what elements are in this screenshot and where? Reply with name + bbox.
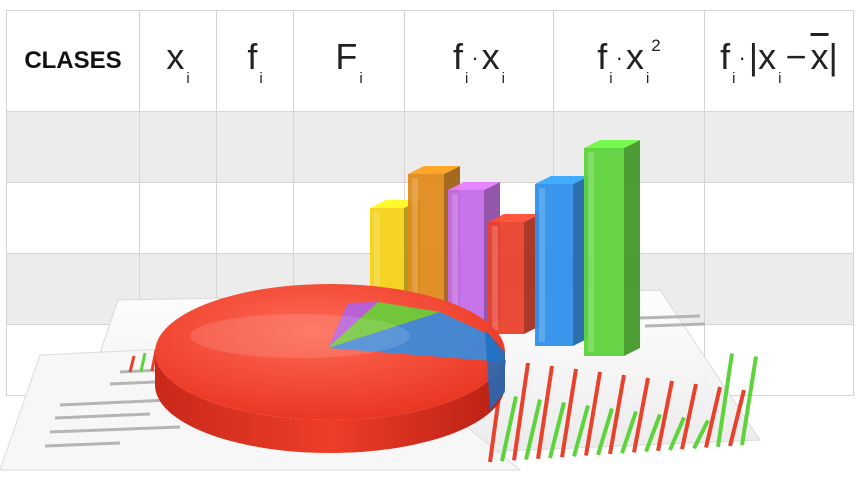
- header-fiabs-sub2: i: [778, 69, 782, 87]
- bar-chart-3d: [370, 140, 640, 356]
- bar-red-front: [488, 222, 524, 334]
- table-cell: [293, 111, 405, 183]
- pie-highlight: [190, 314, 410, 358]
- bar-green-side: [624, 140, 640, 356]
- header-fixi-dot: ·: [471, 44, 479, 70]
- table-cell: [404, 111, 554, 183]
- table-cell: [216, 111, 294, 183]
- header-fixi2-f: f: [597, 35, 608, 77]
- pie-slice-blue: [328, 312, 505, 362]
- pie-chart-3d: [155, 284, 505, 453]
- header-fixi2-x: x: [625, 35, 644, 77]
- paper-mini-bar: [139, 352, 147, 372]
- header-fiabs-x: x: [758, 35, 777, 77]
- paper-mini-bar: [656, 380, 674, 452]
- paper-mini-bar: [128, 355, 136, 373]
- header-fiabs-xbar: x: [810, 35, 829, 77]
- paper-mini-bar: [692, 419, 710, 450]
- table-cell: [704, 253, 854, 325]
- table-cell: [6, 111, 140, 183]
- bar-orange-front: [408, 174, 444, 322]
- header-fixi-x: x: [481, 35, 500, 77]
- header-fiabs-f: f: [720, 35, 731, 77]
- header-fixi-sub1: i: [465, 69, 469, 87]
- paper-mini-bar: [632, 377, 650, 453]
- header-Fi-base: F: [335, 35, 358, 77]
- bar-blue-front: [535, 184, 573, 346]
- header-xi-sub: i: [186, 69, 190, 87]
- header-Fi-sub: i: [359, 69, 363, 87]
- paper-mini-bar: [536, 365, 554, 460]
- bar-orange-top: [408, 166, 460, 174]
- paper-mini-bar: [704, 386, 722, 449]
- header-fiabs-bar-left: |: [748, 35, 759, 77]
- header-fixi2: fi·xi2: [553, 10, 705, 112]
- table-cell: [6, 182, 140, 254]
- bar-green-top: [584, 140, 640, 148]
- header-fiabs-bar-right: |: [828, 35, 838, 77]
- pie-side: [155, 352, 505, 453]
- paper-mini-bar: [644, 413, 662, 453]
- paper-mini-bar: [548, 402, 566, 459]
- header-fixi2-sub2: i: [645, 69, 650, 87]
- paper-mini-bar: [740, 356, 758, 446]
- header-clases: CLASES: [6, 10, 140, 112]
- header-clases-label: CLASES: [24, 47, 122, 74]
- bar-red: [488, 214, 540, 334]
- header-fixi-sub2: i: [501, 69, 506, 87]
- paper-mini-bar: [596, 407, 614, 456]
- pie-slice-green: [328, 302, 440, 348]
- header-fiabs-dot: ·: [738, 44, 746, 70]
- paper-mini-bar: [584, 371, 602, 456]
- bar-yellow-top: [370, 200, 420, 208]
- table-cell: [704, 111, 854, 183]
- header-fixi2-sub1: i: [609, 69, 613, 87]
- header-fixi-f: f: [452, 35, 463, 77]
- bar-green: [584, 140, 640, 356]
- paper-mini-bar: [512, 362, 530, 461]
- bar-orange-shine: [412, 178, 418, 318]
- table-row: [6, 111, 854, 183]
- bar-purple-front: [448, 190, 484, 328]
- bar-blue-top: [535, 176, 589, 184]
- header-xi-base: x: [166, 35, 185, 77]
- bar-purple-shine: [452, 194, 458, 324]
- paper-mini-bar: [680, 383, 698, 450]
- bar-yellow-shine: [374, 212, 380, 311]
- bar-blue: [535, 176, 589, 346]
- header-fixi: fi·xi: [404, 10, 554, 112]
- header-Fi: Fi: [293, 10, 405, 112]
- header-fixi2-dot: ·: [615, 44, 623, 70]
- bar-blue-shine: [539, 188, 545, 342]
- table-cell: [139, 182, 217, 254]
- bar-red-top: [488, 214, 540, 222]
- header-fi-base: f: [247, 35, 258, 77]
- bar-green-shine: [588, 152, 594, 352]
- paper-mini-bar: [500, 396, 518, 462]
- header-fiabs: fi·|xi− x|: [704, 10, 854, 112]
- header-fiabs-minus: −: [785, 35, 807, 77]
- table-header-row: CLASES xi fi Fi fi·xi fi·xi2 fi·|xi− x|: [6, 10, 854, 112]
- paper-mini-bar: [560, 368, 578, 458]
- bar-green-front: [584, 148, 624, 356]
- header-fiabs-sub1: i: [732, 69, 736, 87]
- header-fi: fi: [216, 10, 294, 112]
- paper-mini-bar: [728, 389, 746, 447]
- pie-slice-blue-side: [485, 330, 505, 410]
- bar-purple-top: [448, 182, 500, 190]
- header-fixi2-exp: 2: [651, 35, 661, 55]
- paper-mini-bar: [608, 374, 626, 455]
- paper-mini-bar: [668, 416, 686, 451]
- header-fi-sub: i: [259, 69, 263, 87]
- paper-mini-bar: [620, 410, 638, 454]
- paper-mini-bar: [524, 399, 542, 461]
- paper-mini-bar: [716, 353, 734, 448]
- paper-mini-bar: [572, 404, 590, 457]
- paper-mini-bar-chart: [128, 349, 758, 463]
- bar-red-shine: [492, 226, 498, 330]
- table-cell: [704, 182, 854, 254]
